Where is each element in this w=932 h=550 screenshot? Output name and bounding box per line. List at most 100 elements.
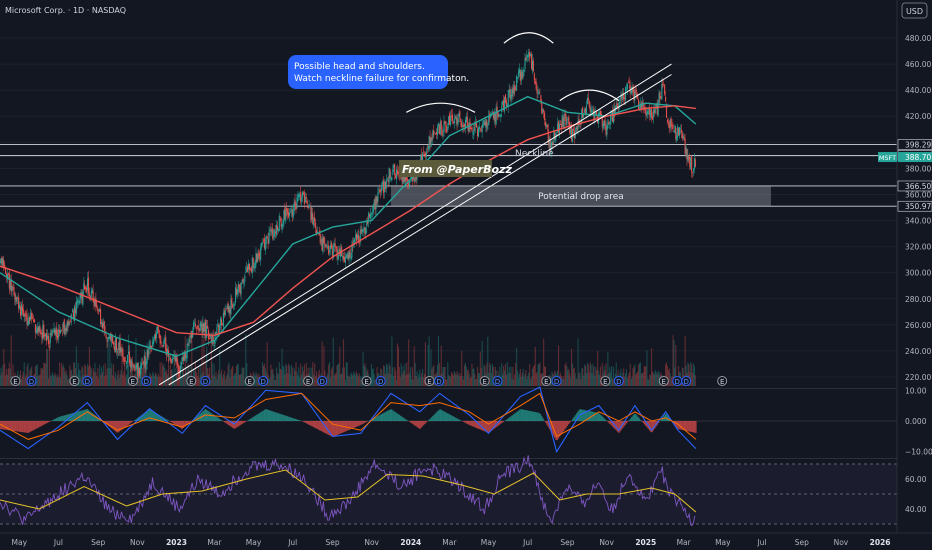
macd-histogram-bar: [180, 421, 182, 429]
candle-body: [432, 130, 434, 139]
macd-histogram-bar: [41, 421, 44, 426]
macd-histogram-bar: [143, 413, 145, 421]
macd-histogram-bar: [491, 421, 493, 431]
earnings-marker-ring: [361, 376, 372, 386]
marker-letter: D: [85, 378, 90, 386]
volume-bar: [121, 350, 123, 386]
macd-histogram-bar: [358, 421, 361, 426]
currency-button[interactable]: USD: [901, 2, 928, 19]
candle-body: [651, 109, 653, 118]
macd-histogram-bar: [676, 421, 678, 428]
volume-bar: [49, 375, 51, 386]
dividend-marker[interactable]: D: [258, 376, 269, 386]
earnings-marker[interactable]: E: [600, 376, 611, 386]
candle-body: [20, 304, 23, 315]
dividend-marker[interactable]: D: [26, 376, 37, 386]
candle-body: [584, 109, 586, 113]
candle-body: [200, 321, 202, 327]
dividend-marker[interactable]: D: [141, 376, 152, 386]
volume-bar: [68, 378, 70, 386]
price-axis[interactable]: 220.00240.00260.00280.00300.00320.00340.…: [878, 0, 932, 550]
volume-bar: [526, 378, 528, 386]
candle-body: [44, 334, 46, 337]
candle-body: [324, 243, 326, 248]
dividend-marker[interactable]: D: [375, 376, 386, 386]
candle-body: [316, 231, 319, 233]
earnings-marker[interactable]: E: [244, 376, 255, 386]
macd-histogram-bar: [625, 421, 628, 424]
macd-histogram-bar: [373, 418, 375, 421]
earnings-marker[interactable]: E: [186, 376, 197, 386]
macd-histogram-bar: [285, 415, 288, 421]
candle-body: [427, 146, 429, 150]
volume-bar: [238, 374, 240, 386]
macd-histogram-bar: [524, 409, 526, 421]
earnings-marker[interactable]: E: [361, 376, 372, 386]
candle-body: [302, 192, 305, 195]
macd-histogram-bar: [471, 421, 474, 427]
dividend-marker[interactable]: D: [200, 376, 211, 386]
earnings-marker[interactable]: E: [10, 376, 21, 386]
dividend-marker[interactable]: D: [613, 376, 624, 386]
earnings-marker[interactable]: E: [479, 376, 490, 386]
callout[interactable]: Possible head and shoulders. Watch neckl…: [288, 55, 469, 89]
dividend-marker[interactable]: D: [317, 376, 328, 386]
earnings-marker[interactable]: E: [69, 376, 80, 386]
volume-bar: [254, 375, 256, 386]
dividend-marker[interactable]: D: [434, 376, 445, 386]
candle-body: [205, 319, 207, 339]
macd-histogram-bar: [448, 414, 451, 421]
volume-bar: [110, 368, 112, 386]
macd-histogram-bar: [374, 417, 376, 421]
dividend-marker[interactable]: D: [82, 376, 93, 386]
earnings-marker[interactable]: E: [658, 376, 669, 386]
macd-histogram-bar: [537, 412, 539, 421]
volume-bar: [457, 373, 459, 386]
macd-histogram-bar: [331, 421, 334, 437]
candle-body: [425, 151, 427, 158]
candle-body: [472, 132, 474, 134]
dividend-marker[interactable]: D: [551, 376, 562, 386]
candle-body: [92, 290, 94, 302]
earnings-marker[interactable]: E: [424, 376, 435, 386]
dividend-marker[interactable]: D: [492, 376, 503, 386]
macd-histogram-bar: [554, 421, 556, 438]
macd-histogram-bar: [408, 421, 411, 422]
volume-bar: [637, 371, 639, 386]
candle-body: [421, 154, 423, 163]
earnings-marker[interactable]: E: [127, 376, 138, 386]
candle-body: [219, 325, 221, 334]
macd-histogram-bar: [464, 421, 466, 423]
candle-body: [157, 326, 159, 331]
earnings-marker[interactable]: E: [303, 376, 314, 386]
candle-body: [18, 297, 20, 309]
time-axis[interactable]: May Jul Sep Nov 2023 Mar May Jul Sep Nov 2024 Mar Ma…: [0, 532, 932, 550]
volume-bar: [531, 368, 534, 386]
dividend-marker[interactable]: D: [672, 376, 683, 386]
time-tick-label: May: [246, 538, 262, 547]
macd-histogram-bar: [161, 416, 163, 421]
volume-bar: [390, 373, 392, 386]
macd-histogram-bar: [248, 419, 250, 421]
macd-histogram-bar: [289, 417, 291, 421]
candle-body: [539, 91, 541, 93]
volume-bar: [653, 374, 655, 386]
volume-bar: [413, 346, 415, 386]
macd-histogram-bar: [505, 420, 507, 421]
dividend-marker[interactable]: D: [681, 376, 692, 386]
candle-body: [354, 238, 356, 243]
candle-body: [408, 183, 410, 186]
candle-body: [614, 106, 616, 116]
earnings-marker[interactable]: E: [541, 376, 552, 386]
candle-body: [587, 97, 589, 101]
macd-histogram-bar: [121, 421, 123, 430]
macd-histogram-bar: [577, 411, 579, 421]
macd-histogram-bar: [403, 418, 406, 421]
macd-histogram-bar: [286, 416, 289, 421]
volume-bar: [403, 371, 405, 386]
volume-bar: [452, 375, 454, 386]
macd-histogram-bar: [150, 410, 153, 421]
earnings-marker[interactable]: E: [717, 376, 728, 386]
